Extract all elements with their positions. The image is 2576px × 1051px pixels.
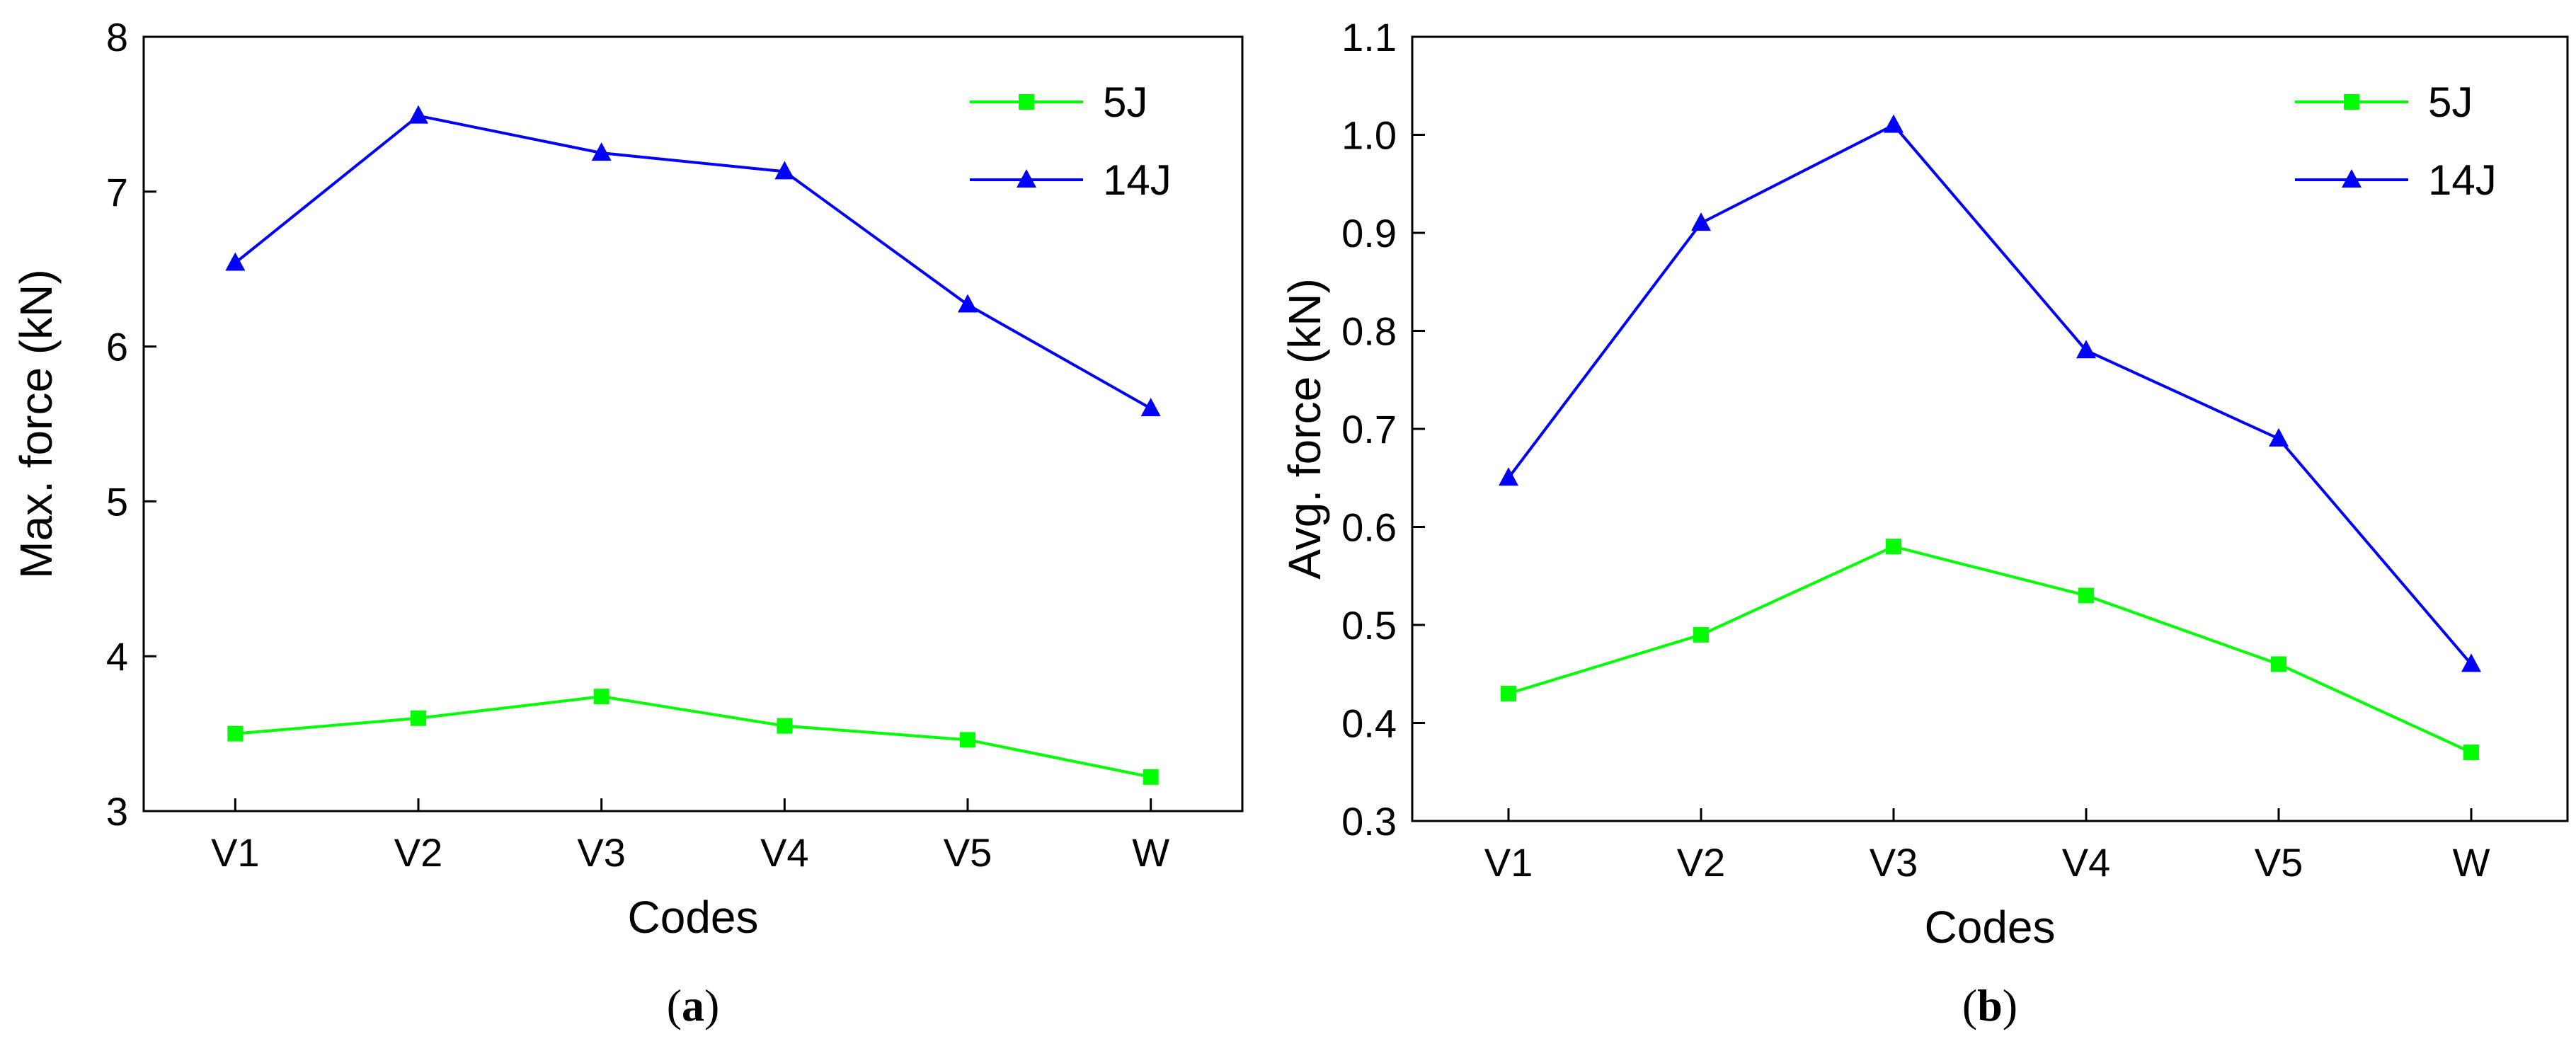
data-point <box>1886 539 1901 555</box>
x-tick-label: V1 <box>1484 840 1533 885</box>
legend: 5J 14J <box>970 79 1172 204</box>
data-point <box>1693 626 1709 643</box>
data-point <box>227 725 244 742</box>
x-tick-label: V2 <box>394 830 443 875</box>
x-tick-label: V3 <box>1870 840 1918 885</box>
y-tick-label: 0.9 <box>1341 211 1397 255</box>
x-tick-label: V2 <box>1677 840 1726 885</box>
y-tick-label: 3 <box>106 789 128 834</box>
legend-marker <box>2342 169 2362 188</box>
y-tick-label: 7 <box>106 170 128 214</box>
legend-label: 14J <box>1103 156 1172 204</box>
x-tick-label: V3 <box>577 830 626 875</box>
series-line <box>1508 545 2472 754</box>
caption-close-paren: ) <box>2003 980 2017 1030</box>
data-point <box>1884 114 1904 133</box>
chart-panel-a: 3 4 5 6 7 8 V1 V2 V3 V4 V5 W Codes Max. force (kN) 5J 1… <box>11 15 1244 1030</box>
data-point <box>408 105 428 124</box>
series-5J <box>1501 539 2479 761</box>
legend-marker <box>2344 94 2359 110</box>
data-point <box>2076 340 2096 359</box>
data-point <box>1143 769 1159 785</box>
y-axis-label: Max. force (kN) <box>11 269 62 578</box>
data-point <box>2461 653 2481 672</box>
data-point <box>2463 745 2479 761</box>
y-tick-label: 1.1 <box>1341 15 1397 59</box>
data-point <box>591 142 612 161</box>
y-tick-label: 6 <box>106 325 128 369</box>
data-point <box>1140 398 1161 417</box>
y-tick-label: 0.8 <box>1341 309 1397 354</box>
y-axis-label: Avg. force (kN) <box>1279 278 1330 580</box>
data-point <box>225 252 246 271</box>
y-tick-label: 0.5 <box>1341 603 1397 648</box>
series-5J <box>227 689 1159 785</box>
data-point <box>960 732 975 748</box>
y-tick-label: 0.7 <box>1341 407 1397 452</box>
y-tick-label: 0.3 <box>1341 799 1397 844</box>
data-point <box>1501 685 1516 701</box>
y-tick-label: 0.6 <box>1341 505 1397 550</box>
legend-label: 5J <box>2428 79 2473 126</box>
x-axis-label: Codes <box>1925 902 2056 953</box>
x-tick-label: V1 <box>211 830 260 875</box>
legend: 5J 14J <box>2295 79 2497 204</box>
caption-open-paren: ( <box>667 980 682 1030</box>
x-tick-label: V4 <box>760 830 809 875</box>
data-point <box>2078 587 2094 604</box>
legend-marker <box>1017 169 1036 188</box>
series-14J <box>1499 114 2481 672</box>
legend-marker <box>1019 94 1034 110</box>
plot-frame <box>142 35 1244 812</box>
x-tick-label: V5 <box>944 830 992 875</box>
series-14J <box>225 105 1161 417</box>
y-tick-label: 8 <box>106 15 128 59</box>
y-tick-label: 1.0 <box>1341 113 1397 158</box>
y-tick-label: 4 <box>106 634 128 679</box>
series-line <box>235 695 1152 779</box>
y-tick-label: 0.4 <box>1341 701 1397 746</box>
caption-letter: b <box>1977 980 2003 1030</box>
series-line <box>1507 123 2473 665</box>
data-point <box>593 689 609 705</box>
panel-caption: (a) <box>667 980 720 1030</box>
caption-open-paren: ( <box>1962 980 1977 1030</box>
y-tick-label: 5 <box>106 479 128 524</box>
plot-frame <box>1411 35 2569 822</box>
data-point <box>1499 467 1518 486</box>
data-point <box>958 294 978 313</box>
data-point <box>1691 212 1711 231</box>
data-point <box>774 161 795 180</box>
chart-panel-b: 0.3 0.4 0.5 0.6 0.7 0.8 0.9 1.0 1.1 V1 V2 V3 V4 V5 W Co… <box>1279 15 2569 1030</box>
data-point <box>2269 427 2289 447</box>
legend-label: 14J <box>2428 156 2497 204</box>
x-tick-label: W <box>2453 840 2490 885</box>
data-point <box>411 710 426 726</box>
x-tick-label: W <box>1132 830 1169 875</box>
data-point <box>777 718 793 734</box>
data-point <box>2271 656 2286 672</box>
caption-close-paren: ) <box>704 980 719 1030</box>
series-line <box>234 114 1152 410</box>
x-axis-label: Codes <box>628 892 759 943</box>
panel-caption: (b) <box>1962 980 2017 1030</box>
x-tick-label: V5 <box>2255 840 2303 885</box>
legend-label: 5J <box>1103 79 1147 126</box>
x-tick-label: V4 <box>2062 840 2111 885</box>
caption-letter: a <box>682 980 704 1030</box>
